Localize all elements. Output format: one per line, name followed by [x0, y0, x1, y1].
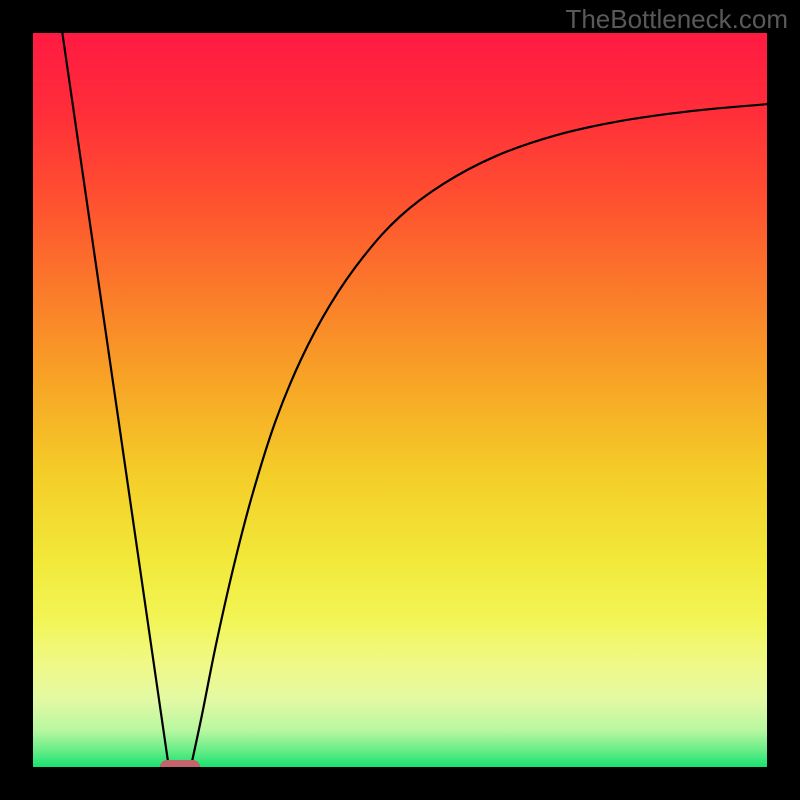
watermark-text: TheBottleneck.com [565, 4, 788, 35]
chart-svg [33, 33, 767, 767]
chart-container: TheBottleneck.com [0, 0, 800, 800]
plot-area [33, 33, 767, 767]
bottleneck-marker [160, 760, 200, 767]
